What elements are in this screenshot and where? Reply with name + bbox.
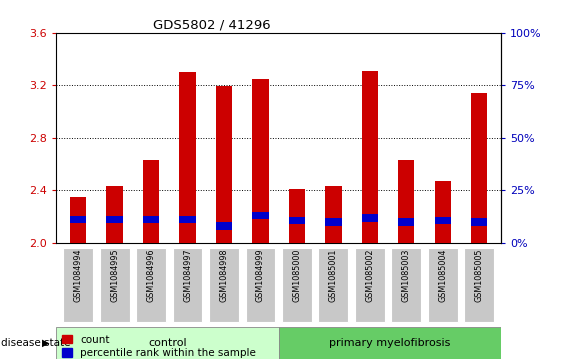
Bar [143,216,159,223]
Text: GSM1084995: GSM1084995 [110,249,119,302]
Text: ▶: ▶ [42,338,50,348]
Text: disease state: disease state [1,338,70,348]
FancyBboxPatch shape [173,248,203,322]
Bar [398,160,414,243]
Bar [216,223,232,229]
Bar [325,219,342,226]
Bar [70,197,86,243]
FancyBboxPatch shape [209,248,239,322]
Text: GSM1085001: GSM1085001 [329,249,338,302]
FancyBboxPatch shape [63,248,93,322]
Text: control: control [148,338,187,348]
Bar [143,160,159,243]
Bar [435,181,451,243]
Bar [70,216,86,223]
Text: GSM1085000: GSM1085000 [292,249,301,302]
Bar [361,215,378,222]
Bar [106,186,123,243]
Legend: count, percentile rank within the sample: count, percentile rank within the sample [61,335,256,358]
Bar [252,212,269,219]
Text: GSM1084996: GSM1084996 [146,249,155,302]
Bar [398,219,414,226]
Text: GSM1085005: GSM1085005 [475,249,484,302]
FancyBboxPatch shape [279,327,501,359]
Text: GSM1085003: GSM1085003 [402,249,411,302]
Bar [216,86,232,243]
Bar [289,189,305,243]
FancyBboxPatch shape [245,248,275,322]
Bar [361,71,378,243]
FancyBboxPatch shape [136,248,166,322]
FancyBboxPatch shape [428,248,458,322]
Bar [435,217,451,224]
Text: GSM1085004: GSM1085004 [438,249,447,302]
Bar [106,216,123,223]
FancyBboxPatch shape [391,248,421,322]
FancyBboxPatch shape [355,248,385,322]
Text: GSM1084997: GSM1084997 [183,249,192,302]
FancyBboxPatch shape [282,248,312,322]
Bar [471,93,488,243]
Bar [289,217,305,224]
Bar [471,219,488,226]
FancyBboxPatch shape [56,327,279,359]
Text: primary myelofibrosis: primary myelofibrosis [329,338,450,348]
Bar [252,79,269,243]
Bar [180,72,196,243]
Title: GDS5802 / 41296: GDS5802 / 41296 [153,19,271,32]
Bar [180,216,196,223]
FancyBboxPatch shape [100,248,129,322]
Bar [325,186,342,243]
Text: GSM1084994: GSM1084994 [74,249,83,302]
Text: GSM1084999: GSM1084999 [256,249,265,302]
FancyBboxPatch shape [464,248,494,322]
Text: GSM1085002: GSM1085002 [365,249,374,302]
Text: GSM1084998: GSM1084998 [220,249,229,302]
FancyBboxPatch shape [319,248,348,322]
